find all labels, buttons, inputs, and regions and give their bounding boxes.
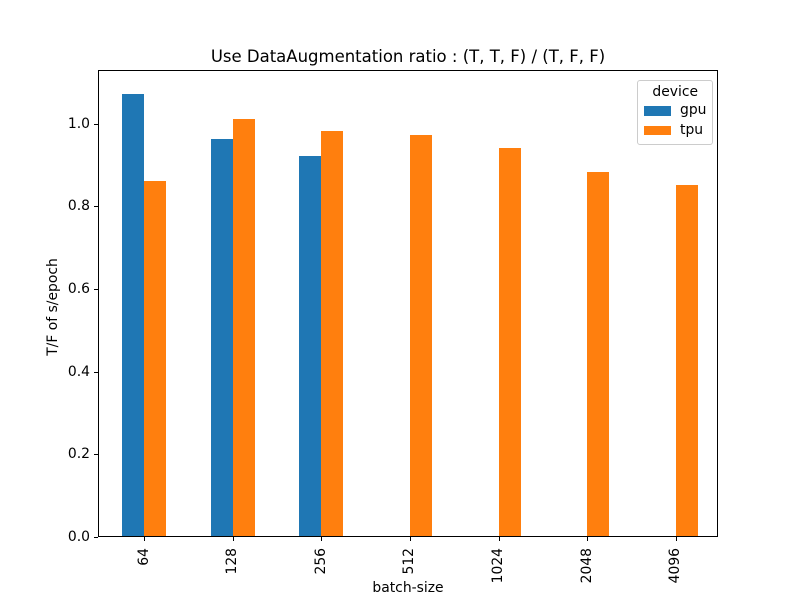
y-axis-label: T/F of s/epoch xyxy=(45,258,61,356)
x-tick-mark xyxy=(144,537,145,541)
y-tick-mark xyxy=(94,289,98,291)
y-tick-mark xyxy=(94,454,98,456)
legend-row-tpu: tpu xyxy=(644,121,706,141)
x-tick-label: 1024 xyxy=(490,548,507,584)
bar-tpu-256 xyxy=(321,131,344,536)
bar-gpu-256 xyxy=(299,155,322,536)
legend-swatch-gpu xyxy=(644,106,671,116)
legend: device gpu tpu xyxy=(637,80,714,145)
x-axis-label: batch-size xyxy=(372,580,444,596)
x-tick-label: 256 xyxy=(312,548,329,575)
legend-label-tpu: tpu xyxy=(680,121,704,138)
x-tick-mark xyxy=(321,537,323,541)
legend-rows: gpu tpu xyxy=(644,101,706,140)
x-tick-mark xyxy=(498,537,500,541)
legend-title: device xyxy=(652,84,699,100)
x-tick-mark xyxy=(409,537,411,541)
y-tick-mark xyxy=(94,537,98,538)
x-tick-label: 4096 xyxy=(667,548,684,584)
y-tick-label: 0.6 xyxy=(67,281,90,298)
y-tick-mark xyxy=(94,206,98,208)
y-tick-label: 0.4 xyxy=(67,363,90,380)
bar-tpu-1024 xyxy=(498,147,521,536)
x-tick-mark xyxy=(675,537,677,541)
legend-row-gpu: gpu xyxy=(644,101,706,121)
legend-label-gpu: gpu xyxy=(680,102,707,119)
x-tick-mark xyxy=(232,537,234,541)
y-tick-mark xyxy=(94,371,98,373)
bar-tpu-128 xyxy=(232,118,255,536)
x-tick-mark xyxy=(587,537,589,541)
chart-title: Use DataAugmentation ratio : (T, T, F) /… xyxy=(210,47,606,66)
bar-tpu-64 xyxy=(144,180,166,536)
y-tick-label: 1.0 xyxy=(67,115,90,132)
x-tick-label: 64 xyxy=(135,548,152,566)
x-tick-label: 2048 xyxy=(578,548,595,584)
bar-gpu-64 xyxy=(122,93,144,536)
x-tick-label: 512 xyxy=(401,548,418,575)
y-tick-mark xyxy=(94,123,98,125)
bar-tpu-2048 xyxy=(587,172,610,536)
y-tick-label: 0.8 xyxy=(67,198,90,215)
bar-gpu-128 xyxy=(210,139,233,536)
bar-tpu-512 xyxy=(409,135,432,536)
y-tick-label: 0.0 xyxy=(67,529,90,545)
y-tick-label: 0.2 xyxy=(67,446,90,463)
legend-swatch-tpu xyxy=(644,125,671,135)
plot-area xyxy=(98,70,718,537)
bar-tpu-4096 xyxy=(675,184,698,536)
x-tick-label: 128 xyxy=(224,548,241,575)
